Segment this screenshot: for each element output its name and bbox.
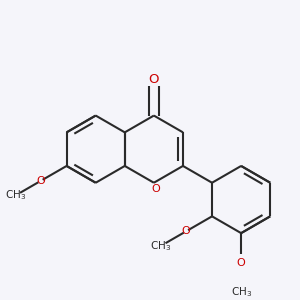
Text: CH$_3$: CH$_3$: [5, 188, 26, 202]
Text: CH$_3$: CH$_3$: [230, 285, 252, 299]
Text: O: O: [148, 73, 159, 86]
Text: O: O: [36, 176, 45, 186]
Text: O: O: [237, 258, 245, 268]
Text: CH$_3$: CH$_3$: [150, 239, 172, 253]
Text: O: O: [151, 184, 160, 194]
Text: O: O: [182, 226, 190, 236]
